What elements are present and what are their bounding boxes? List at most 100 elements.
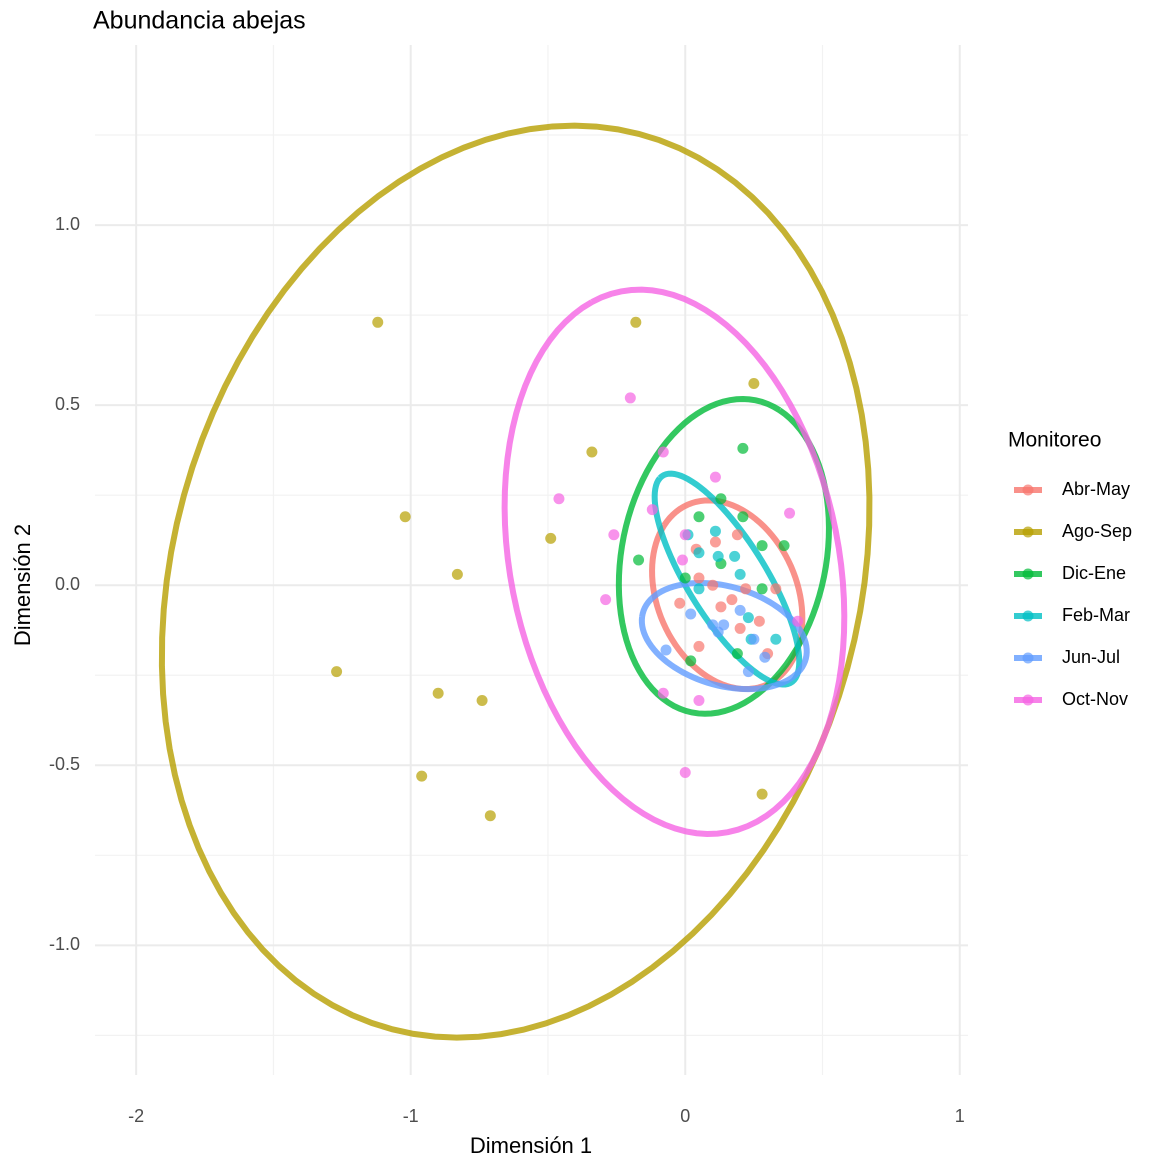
legend-entry: Jun-Jul: [1014, 647, 1120, 667]
point: [553, 493, 565, 505]
point: [685, 655, 697, 667]
point: [731, 648, 743, 660]
point: [770, 583, 782, 595]
y-axis-title: Dimensión 2: [10, 524, 35, 646]
point: [709, 525, 721, 537]
point: [784, 507, 796, 519]
point: [756, 788, 768, 800]
point: [399, 511, 411, 523]
point: [737, 442, 749, 454]
legend-entry: Feb-Mar: [1014, 605, 1130, 625]
point: [600, 594, 612, 606]
point: [693, 694, 705, 706]
point: [731, 529, 743, 541]
legend-label: Abr-May: [1062, 479, 1130, 499]
chart-title: Abundancia abejas: [93, 7, 306, 35]
x-tick-label: -1: [403, 1106, 419, 1126]
legend-label: Ago-Sep: [1062, 521, 1132, 541]
grid: [95, 45, 968, 1075]
confidence-ellipse: [501, 286, 848, 837]
point: [633, 554, 645, 566]
legend-key-dot: [1022, 568, 1034, 580]
point: [707, 579, 719, 591]
legend-title: Monitoreo: [1008, 429, 1101, 452]
point: [712, 550, 724, 562]
confidence-ellipse: [649, 497, 806, 693]
point: [679, 529, 691, 541]
y-tick-label: 1.0: [55, 214, 80, 234]
point: [734, 604, 746, 616]
point: [756, 540, 768, 552]
point: [726, 594, 738, 606]
point: [608, 529, 620, 541]
point: [709, 471, 721, 483]
point: [737, 511, 749, 523]
point: [729, 550, 741, 562]
point: [674, 597, 686, 609]
point: [693, 583, 705, 595]
point: [685, 608, 697, 620]
point: [778, 540, 790, 552]
x-tick-label: -2: [128, 1106, 144, 1126]
point: [372, 316, 384, 328]
point: [545, 532, 557, 544]
legend-entry: Ago-Sep: [1014, 521, 1132, 541]
point: [484, 810, 496, 822]
legend-key-dot: [1022, 610, 1034, 622]
point: [679, 572, 691, 584]
point: [792, 615, 804, 627]
legend-entry: Abr-May: [1014, 479, 1130, 499]
point: [715, 601, 727, 613]
confidence-ellipse: [638, 579, 810, 693]
point: [748, 378, 760, 390]
legend-label: Oct-Nov: [1062, 689, 1128, 709]
confidence-ellipse: [615, 396, 832, 717]
point: [586, 446, 598, 458]
legend-label: Jun-Jul: [1062, 647, 1120, 667]
x-tick-label: 0: [680, 1106, 690, 1126]
point: [770, 633, 782, 645]
point: [432, 687, 444, 699]
legend-label: Feb-Mar: [1062, 605, 1130, 625]
confidence-ellipse: [158, 122, 873, 1041]
legend-key-dot: [1022, 652, 1034, 664]
point: [742, 666, 754, 678]
y-tick-label: 0.5: [55, 394, 80, 414]
legend-key-dot: [1022, 694, 1034, 706]
legend-key-dot: [1022, 526, 1034, 538]
point: [742, 612, 754, 624]
point: [712, 626, 724, 638]
point: [331, 666, 343, 678]
point: [693, 640, 705, 652]
point: [753, 615, 765, 627]
y-tick-label: 0.0: [55, 574, 80, 594]
point: [734, 622, 746, 634]
point: [657, 687, 669, 699]
point: [715, 493, 727, 505]
legend-entry: Dic-Ene: [1014, 563, 1126, 583]
point: [451, 568, 463, 580]
point: [693, 547, 705, 559]
point: [759, 651, 771, 663]
point: [660, 644, 672, 656]
point: [416, 770, 428, 782]
point: [709, 536, 721, 548]
point: [693, 572, 705, 584]
x-tick-label: 1: [955, 1106, 965, 1126]
x-axis-title: Dimensión 1: [470, 1133, 592, 1158]
point: [693, 511, 705, 523]
point: [756, 583, 768, 595]
point: [630, 316, 642, 328]
y-tick-label: -0.5: [49, 754, 80, 774]
y-tick-label: -1.0: [49, 934, 80, 954]
legend-entry: Oct-Nov: [1014, 689, 1128, 709]
point: [748, 633, 760, 645]
point: [476, 694, 488, 706]
point: [676, 554, 688, 566]
point: [740, 583, 752, 595]
point: [734, 568, 746, 580]
legend-key-dot: [1022, 484, 1034, 496]
point: [646, 504, 658, 516]
point: [624, 392, 636, 404]
